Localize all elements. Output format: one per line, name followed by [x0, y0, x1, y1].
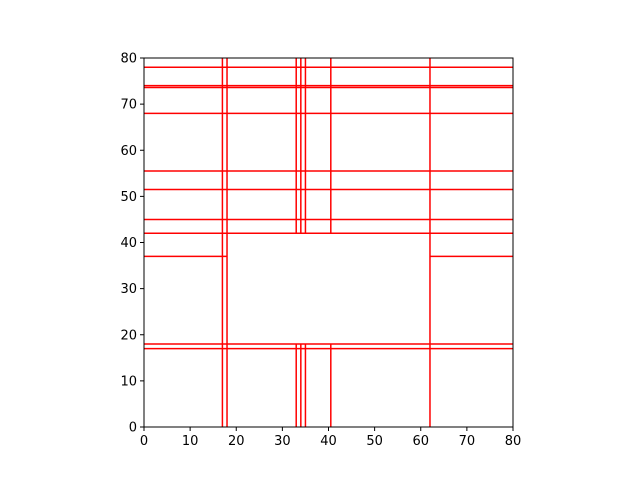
plot-area: [143, 57, 514, 428]
y-tick-label: 30: [120, 282, 137, 297]
y-tick-label: 80: [120, 52, 137, 67]
y-axis: 0 10 20 30 40 50 60 70 80: [120, 52, 144, 436]
x-tick-label: 0: [140, 434, 148, 449]
x-tick-label: 40: [320, 434, 337, 449]
x-axis: 0 10 20 30 40 50 60 70 80: [140, 427, 521, 449]
y-tick-label: 0: [129, 421, 137, 436]
y-tick-label: 70: [120, 98, 137, 113]
x-tick-label: 30: [274, 434, 291, 449]
y-tick-label: 10: [120, 374, 137, 389]
y-tick-label: 50: [120, 190, 137, 205]
data-segments: [144, 58, 513, 427]
axes-background: [144, 58, 513, 427]
x-tick-label: 80: [505, 434, 522, 449]
y-tick-label: 20: [120, 328, 137, 343]
y-tick-label: 60: [120, 144, 137, 159]
x-tick-label: 20: [228, 434, 245, 449]
x-tick-label: 10: [182, 434, 199, 449]
x-tick-label: 60: [412, 434, 429, 449]
y-tick-label: 40: [120, 236, 137, 251]
x-tick-label: 70: [459, 434, 476, 449]
x-tick-label: 50: [366, 434, 383, 449]
